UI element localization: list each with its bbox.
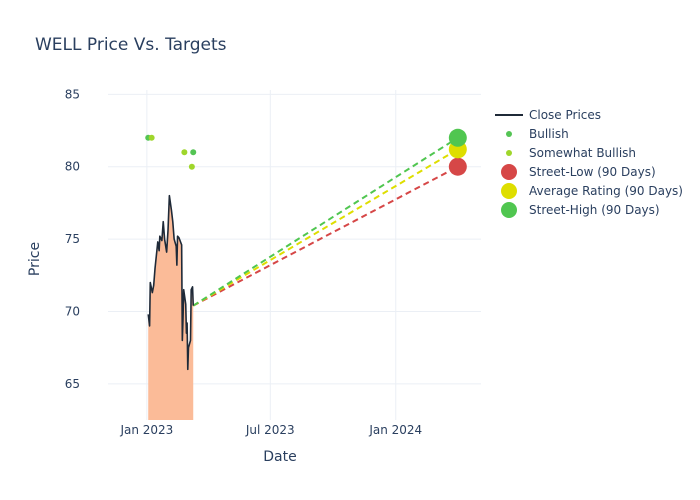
legend-label: Street-High (90 Days) [529, 203, 660, 217]
close-price-series [147, 194, 195, 371]
price-area [148, 195, 194, 420]
legend-swatch-street-high [501, 202, 517, 218]
target-points [448, 128, 467, 176]
legend-label: Street-Low (90 Days) [529, 165, 656, 179]
legend-label: Bullish [529, 127, 569, 141]
legend-swatch-bullish [506, 131, 512, 137]
legend-label: Close Prices [529, 108, 601, 122]
legend-swatch-average [501, 183, 517, 199]
legend-item-somewhat-bullish[interactable]: Somewhat Bullish [506, 146, 636, 160]
x-tick-label: Jul 2023 [245, 423, 295, 437]
bullish-point [190, 149, 197, 156]
legend-item-average[interactable]: Average Rating (90 Days) [501, 183, 683, 199]
y-tick-label: 85 [65, 87, 80, 101]
x-tick-label: Jan 2024 [368, 423, 422, 437]
street-high-target-point [448, 128, 467, 147]
street-high-target-line [192, 136, 459, 307]
rating-points [145, 134, 197, 170]
y-axis-title: Price [27, 242, 43, 276]
legend-swatch-street-low [501, 164, 517, 180]
close-price-line [147, 194, 195, 371]
y-tick-label: 65 [65, 377, 80, 391]
legend-item-street-high[interactable]: Street-High (90 Days) [501, 202, 660, 218]
legend-item-close[interactable]: Close Prices [495, 108, 601, 122]
legend-swatch-somewhat-bullish [506, 150, 512, 156]
chart-title: WELL Price Vs. Targets [35, 35, 227, 55]
x-axis-ticks: Jan 2023 Jul 2023 Jan 2024 [119, 423, 422, 437]
x-tick-label: Jan 2023 [119, 423, 173, 437]
legend-label: Average Rating (90 Days) [529, 184, 683, 198]
somewhat-bullish-point [181, 149, 188, 156]
target-lines [192, 136, 459, 307]
street-low-target-point [448, 157, 467, 176]
legend-label: Somewhat Bullish [529, 146, 636, 160]
legend-item-street-low[interactable]: Street-Low (90 Days) [501, 164, 656, 180]
y-axis-ticks: 65 70 75 80 85 [65, 87, 80, 390]
price-area-fill [148, 195, 194, 420]
somewhat-bullish-point [148, 134, 155, 141]
legend[interactable]: Close Prices Bullish Somewhat Bullish Stree… [495, 108, 683, 218]
y-tick-label: 70 [65, 304, 80, 318]
legend-item-bullish[interactable]: Bullish [506, 127, 569, 141]
y-tick-label: 75 [65, 232, 80, 246]
average-rating-target-line [192, 148, 459, 307]
y-tick-label: 80 [65, 160, 80, 174]
x-axis-title: Date [263, 449, 296, 465]
somewhat-bullish-point [188, 163, 195, 170]
